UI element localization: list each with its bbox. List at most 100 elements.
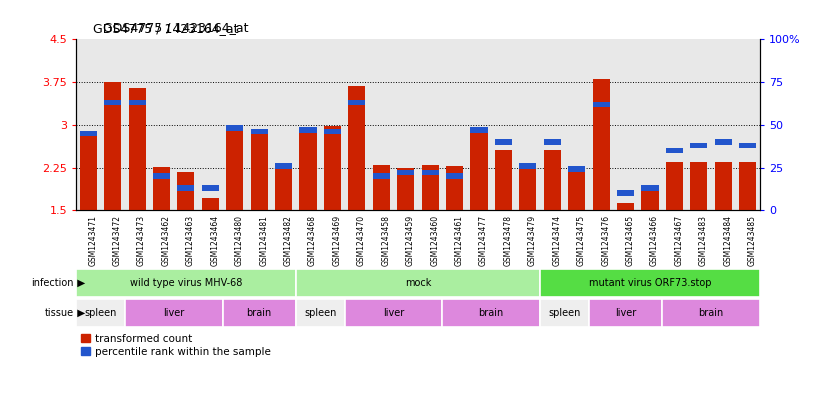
- Bar: [324, 126, 341, 210]
- Bar: [250, 133, 268, 210]
- Bar: [397, 167, 415, 210]
- Text: infection: infection: [31, 278, 74, 288]
- Bar: [349, 86, 365, 210]
- Text: GSM1243478: GSM1243478: [504, 215, 512, 266]
- Bar: [226, 130, 244, 210]
- Bar: [714, 139, 732, 145]
- Text: GSM1243482: GSM1243482: [283, 215, 292, 266]
- Bar: [202, 185, 219, 191]
- Text: brain: brain: [247, 308, 272, 318]
- Text: GSM1243466: GSM1243466: [650, 215, 659, 266]
- Bar: [344, 299, 443, 327]
- Text: spleen: spleen: [84, 308, 116, 318]
- Bar: [446, 166, 463, 210]
- Bar: [79, 132, 97, 210]
- Text: GSM1243464: GSM1243464: [211, 215, 220, 266]
- Text: ▶: ▶: [74, 308, 85, 318]
- Text: GSM1243475: GSM1243475: [577, 215, 586, 266]
- Bar: [495, 151, 512, 210]
- Bar: [125, 299, 222, 327]
- Text: GSM1243462: GSM1243462: [162, 215, 170, 266]
- Bar: [446, 173, 463, 179]
- Bar: [324, 129, 341, 134]
- Text: GDS4775 / 1423164_at: GDS4775 / 1423164_at: [103, 21, 249, 34]
- Bar: [178, 171, 194, 210]
- Bar: [296, 269, 540, 297]
- Text: spleen: spleen: [548, 308, 581, 318]
- Bar: [592, 79, 610, 210]
- Bar: [250, 129, 268, 134]
- Text: GSM1243481: GSM1243481: [259, 215, 268, 266]
- Text: GSM1243476: GSM1243476: [601, 215, 610, 266]
- Text: GSM1243461: GSM1243461: [454, 215, 463, 266]
- Text: GSM1243474: GSM1243474: [553, 215, 562, 266]
- Text: mock: mock: [405, 278, 431, 288]
- Text: brain: brain: [478, 308, 504, 318]
- Bar: [421, 170, 439, 175]
- Bar: [642, 185, 658, 210]
- Bar: [397, 170, 415, 175]
- Text: GSM1243485: GSM1243485: [748, 215, 757, 266]
- Bar: [589, 299, 662, 327]
- Text: GSM1243467: GSM1243467: [675, 215, 683, 266]
- Bar: [300, 132, 316, 210]
- Text: wild type virus MHV-68: wild type virus MHV-68: [130, 278, 242, 288]
- Bar: [662, 299, 760, 327]
- Text: GSM1243469: GSM1243469: [333, 215, 341, 266]
- Text: mutant virus ORF73.stop: mutant virus ORF73.stop: [589, 278, 711, 288]
- Text: GSM1243468: GSM1243468: [308, 215, 317, 266]
- Bar: [76, 269, 296, 297]
- Bar: [471, 127, 487, 133]
- Text: spleen: spleen: [304, 308, 336, 318]
- Text: liver: liver: [163, 308, 184, 318]
- Bar: [642, 185, 658, 191]
- Bar: [495, 139, 512, 145]
- Text: GSM1243460: GSM1243460: [430, 215, 439, 266]
- Text: ▶: ▶: [74, 278, 85, 288]
- Text: GSM1243463: GSM1243463: [186, 215, 195, 266]
- Bar: [443, 299, 540, 327]
- Bar: [153, 173, 170, 179]
- Bar: [739, 162, 757, 210]
- Bar: [592, 101, 610, 107]
- Text: brain: brain: [699, 308, 724, 318]
- Bar: [300, 127, 316, 133]
- Text: GSM1243471: GSM1243471: [88, 215, 97, 266]
- Bar: [104, 82, 121, 210]
- Text: GSM1243472: GSM1243472: [112, 215, 121, 266]
- Bar: [520, 163, 536, 169]
- Text: GSM1243458: GSM1243458: [382, 215, 391, 266]
- Bar: [373, 173, 390, 179]
- Text: GSM1243459: GSM1243459: [406, 215, 415, 266]
- Bar: [79, 130, 97, 136]
- Bar: [296, 299, 344, 327]
- Bar: [617, 191, 634, 196]
- Bar: [691, 162, 707, 210]
- Bar: [471, 127, 487, 210]
- Bar: [568, 166, 586, 210]
- Text: GDS4775 / 1423164_at: GDS4775 / 1423164_at: [93, 22, 238, 35]
- Bar: [714, 162, 732, 210]
- Text: liver: liver: [615, 308, 636, 318]
- Bar: [739, 143, 757, 148]
- Bar: [666, 148, 683, 153]
- Text: tissue: tissue: [45, 308, 74, 318]
- Bar: [275, 166, 292, 210]
- Text: GSM1243470: GSM1243470: [357, 215, 366, 266]
- Text: liver: liver: [383, 308, 404, 318]
- Bar: [691, 143, 707, 148]
- Bar: [520, 163, 536, 210]
- Text: GSM1243465: GSM1243465: [625, 215, 634, 266]
- Bar: [222, 299, 296, 327]
- Bar: [226, 125, 244, 131]
- Text: GSM1243473: GSM1243473: [137, 215, 146, 266]
- Bar: [275, 163, 292, 169]
- Bar: [104, 100, 121, 105]
- Bar: [544, 139, 561, 145]
- Bar: [202, 198, 219, 210]
- Text: GSM1243479: GSM1243479: [528, 215, 537, 266]
- Bar: [540, 299, 589, 327]
- Bar: [540, 269, 760, 297]
- Bar: [76, 299, 125, 327]
- Text: GSM1243483: GSM1243483: [699, 215, 708, 266]
